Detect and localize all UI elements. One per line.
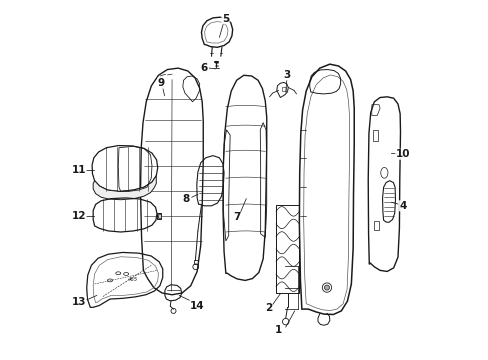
Text: 14: 14 — [189, 301, 204, 311]
Text: 8: 8 — [183, 194, 190, 204]
Text: 5: 5 — [222, 14, 229, 24]
Text: 9: 9 — [158, 78, 164, 88]
Text: 13: 13 — [71, 297, 86, 307]
Text: 3: 3 — [283, 70, 290, 80]
Text: 1: 1 — [274, 325, 282, 335]
Text: 11: 11 — [71, 165, 86, 175]
Text: 465: 465 — [128, 277, 138, 282]
Text: 7: 7 — [232, 212, 240, 222]
Polygon shape — [158, 214, 160, 218]
Text: 2: 2 — [264, 303, 272, 313]
Polygon shape — [93, 176, 156, 200]
Text: 10: 10 — [395, 149, 409, 159]
Text: 6: 6 — [200, 63, 207, 73]
Circle shape — [324, 285, 329, 290]
Text: 12: 12 — [71, 211, 86, 221]
Text: 4: 4 — [399, 201, 406, 211]
